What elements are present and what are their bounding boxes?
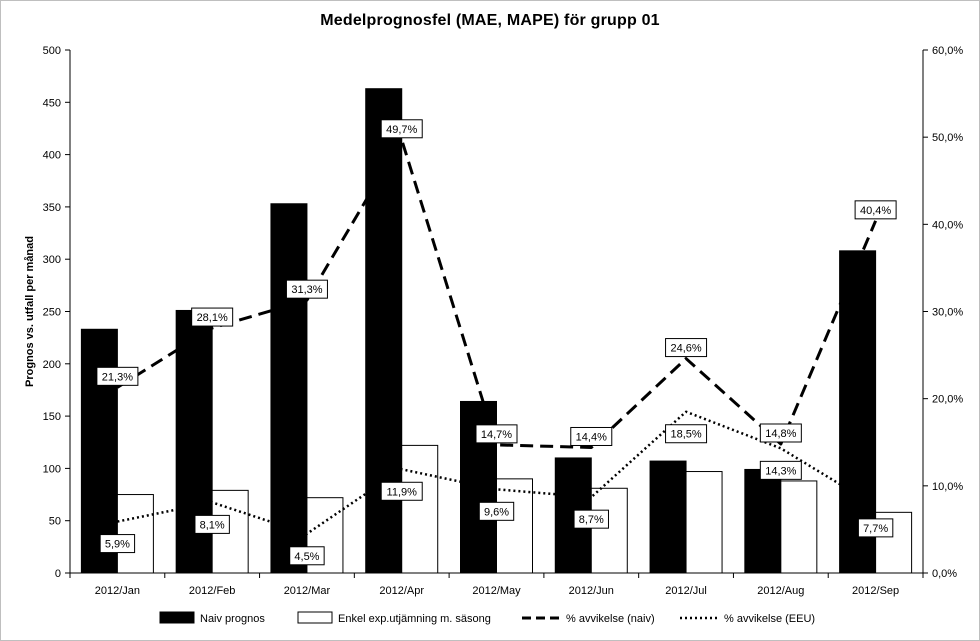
data-label-box-naiv (854, 200, 897, 220)
y-axis-title: Prognos vs. utfall per månad (24, 236, 36, 387)
legend-enkel-exp-label: Enkel exp.utjämning m. säsong (338, 613, 491, 625)
data-label-naiv: 21,3% (102, 371, 133, 383)
data-label-box-naiv (191, 307, 234, 327)
data-label-eeu: 14,3% (765, 465, 796, 477)
y-tick-label-left: 50 (49, 516, 61, 528)
y-tick-label-left: 250 (43, 307, 61, 319)
x-tick-label: 2012/Jun (569, 585, 614, 597)
y-tick-label-left: 150 (43, 411, 61, 423)
x-tick-label: 2012/Jul (665, 585, 707, 597)
bar-naiv-prognos (270, 203, 308, 574)
y-tick-label-right: 40,0% (932, 219, 963, 231)
data-label-eeu: 9,6% (484, 506, 509, 518)
bar-enkel-exp-utjamning (685, 471, 723, 574)
legend-naiv-prognos-label: Naiv prognos (200, 613, 265, 625)
data-label-naiv: 24,6% (670, 343, 701, 355)
bar-naiv-prognos (744, 468, 782, 574)
data-label-naiv: 14,4% (576, 431, 607, 443)
data-label-box-naiv (96, 366, 139, 386)
legend-avvikelse-naiv-label: % avvikelse (naiv) (566, 613, 655, 625)
y-tick-label-left: 350 (43, 202, 61, 214)
data-label-box-eeu (478, 501, 515, 521)
bar-enkel-exp-utjamning (780, 480, 818, 574)
chart-title: Medelprognosfel (MAE, MAPE) för grupp 01 (320, 12, 660, 29)
bar-naiv-prognos (649, 460, 687, 574)
y-tick-label-right: 20,0% (932, 394, 963, 406)
data-label-box-eeu (665, 424, 708, 444)
data-label-box-eeu (194, 514, 230, 534)
data-label-naiv: 49,7% (386, 124, 417, 136)
y-tick-label-left: 500 (43, 45, 61, 57)
data-label-box-naiv (380, 119, 423, 139)
x-tick-label: 2012/Jan (95, 585, 140, 597)
data-label-box-naiv (285, 279, 328, 299)
x-tick-label: 2012/Apr (379, 585, 424, 597)
x-tick-label: 2012/Feb (189, 585, 235, 597)
y-tick-label-right: 30,0% (932, 307, 963, 319)
x-tick-label: 2012/Mar (284, 585, 331, 597)
y-tick-label-left: 100 (43, 463, 61, 475)
data-label-eeu: 11,9% (387, 486, 418, 498)
legend-avvikelse-eeu-label: % avvikelse (EEU) (724, 613, 815, 625)
data-label-box-naiv (759, 423, 802, 443)
y-tick-label-right: 50,0% (932, 132, 963, 144)
legend-naiv-prognos-swatch (159, 611, 195, 624)
y-tick-label-right: 0,0% (932, 568, 957, 580)
data-label-naiv: 28,1% (197, 312, 228, 324)
y-tick-label-right: 10,0% (932, 481, 963, 493)
data-label-eeu: 18,5% (670, 429, 701, 441)
line-avvikelse-naiv (116, 138, 877, 449)
y-tick-label-left: 450 (43, 97, 61, 109)
data-label-eeu: 4,5% (294, 551, 319, 563)
y-tick-label-right: 60,0% (932, 45, 963, 57)
data-label-eeu: 7,7% (863, 523, 888, 535)
data-label-naiv: 40,4% (860, 205, 891, 217)
bar-enkel-exp-utjamning (590, 487, 628, 574)
bar-enkel-exp-utjamning (496, 478, 533, 574)
bar-enkel-exp-utjamning (116, 494, 154, 574)
legend-enkel-exp-swatch (297, 611, 333, 624)
data-label-eeu: 8,1% (200, 519, 225, 531)
data-label-naiv: 31,3% (291, 284, 322, 296)
data-label-box-eeu (380, 481, 423, 501)
y-tick-label-left: 0 (55, 568, 61, 580)
data-label-box-naiv (570, 426, 613, 446)
x-tick-label: 2012/Aug (757, 585, 804, 597)
data-label-box-eeu (99, 534, 136, 554)
bar-enkel-exp-utjamning (401, 444, 439, 574)
x-tick-label: 2012/Sep (852, 585, 899, 597)
y-tick-label-left: 300 (43, 254, 61, 266)
data-label-box-naiv (665, 338, 708, 358)
data-label-eeu: 8,7% (579, 514, 604, 526)
data-label-box-eeu (573, 509, 609, 529)
y-tick-label-left: 400 (43, 150, 61, 162)
data-label-box-eeu (759, 460, 802, 480)
data-label-box-eeu (289, 546, 325, 566)
data-label-naiv: 14,8% (765, 428, 796, 440)
data-label-naiv: 14,7% (481, 429, 512, 441)
x-tick-label: 2012/May (472, 585, 521, 597)
data-label-eeu: 5,9% (105, 539, 130, 551)
data-label-box-naiv (475, 424, 518, 444)
y-tick-label-left: 200 (43, 359, 61, 371)
data-label-box-eeu (857, 518, 894, 538)
